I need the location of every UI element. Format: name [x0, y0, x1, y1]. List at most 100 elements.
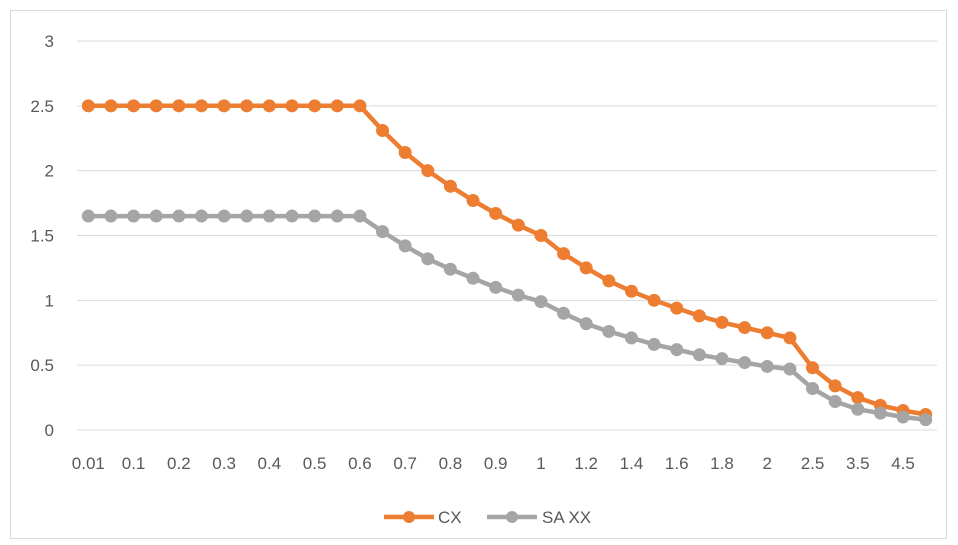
data-point — [240, 99, 254, 113]
x-tick-label: 2.5 — [801, 454, 825, 473]
y-tick-label: 3 — [45, 32, 54, 51]
data-point — [376, 123, 390, 137]
y-tick-label: 2 — [45, 162, 54, 181]
legend-marker-1 — [403, 511, 415, 523]
data-point — [104, 209, 118, 223]
x-tick-label: 0.01 — [72, 454, 105, 473]
legend-label-1: CX — [438, 508, 462, 527]
x-tick-label: 0.9 — [484, 454, 508, 473]
data-point — [330, 209, 344, 223]
data-point — [783, 331, 797, 345]
x-tick-label: 3.5 — [846, 454, 870, 473]
y-tick-label: 1 — [45, 291, 54, 310]
x-tick-label: 0.2 — [167, 454, 191, 473]
data-point — [240, 209, 254, 223]
data-point — [127, 209, 141, 223]
data-point — [579, 317, 593, 331]
y-tick-label: 0.5 — [30, 356, 54, 375]
x-tick-label: 1.8 — [710, 454, 734, 473]
x-tick-label: 0.5 — [303, 454, 327, 473]
data-point — [172, 209, 186, 223]
data-point — [828, 379, 842, 393]
data-point — [421, 252, 435, 266]
x-tick-label: 0.8 — [439, 454, 463, 473]
data-point — [81, 99, 95, 113]
data-point — [81, 209, 95, 223]
data-point — [557, 306, 571, 320]
data-point — [738, 356, 752, 370]
data-point — [511, 288, 525, 302]
data-point — [443, 262, 457, 276]
series-line-2 — [88, 213, 926, 422]
y-tick-label: 0 — [45, 421, 54, 440]
data-point — [624, 284, 638, 298]
data-point — [285, 209, 299, 223]
data-point — [670, 343, 684, 357]
data-point — [624, 331, 638, 345]
data-point — [149, 209, 163, 223]
x-tick-label: 0.7 — [393, 454, 417, 473]
data-point — [466, 193, 480, 207]
data-point — [308, 99, 322, 113]
y-tick-label: 2.5 — [30, 97, 54, 116]
data-point — [602, 274, 616, 288]
data-point — [828, 394, 842, 408]
data-point — [760, 326, 774, 340]
data-point — [851, 391, 865, 405]
data-point — [896, 410, 910, 424]
data-point — [398, 146, 412, 160]
data-point — [534, 229, 548, 242]
data-point — [602, 324, 616, 338]
x-tick-label: 0.1 — [122, 454, 146, 473]
data-point — [353, 99, 367, 113]
data-point — [511, 218, 525, 232]
data-point — [376, 225, 390, 239]
data-point — [715, 315, 729, 329]
x-tick-label: 0.6 — [348, 454, 372, 473]
data-point — [398, 239, 412, 253]
series-line-1 — [88, 103, 927, 417]
chart-area — [10, 10, 947, 539]
legend-marker-2 — [506, 511, 518, 523]
data-point — [647, 293, 661, 307]
data-point — [217, 99, 231, 113]
data-point — [353, 209, 367, 223]
x-tick-label: 1 — [536, 454, 545, 473]
data-point — [806, 382, 820, 396]
data-point — [217, 209, 231, 223]
y-tick-label: 1.5 — [30, 227, 54, 246]
data-point — [692, 348, 706, 362]
data-point — [692, 309, 706, 323]
data-point — [104, 99, 118, 113]
data-point — [760, 359, 774, 373]
data-point — [172, 99, 186, 113]
data-point — [466, 271, 480, 285]
data-point — [149, 99, 163, 113]
data-point — [806, 361, 820, 375]
data-point — [919, 413, 933, 427]
x-tick-label: 0.4 — [258, 454, 282, 473]
data-point — [308, 209, 322, 223]
data-point — [851, 402, 865, 416]
data-point — [194, 209, 208, 223]
data-point — [738, 321, 752, 335]
x-tick-label: 4.5 — [891, 454, 915, 473]
data-point — [534, 295, 548, 309]
data-point — [670, 301, 684, 315]
data-point — [489, 206, 503, 220]
data-point — [285, 99, 299, 113]
x-tick-label: 1.4 — [620, 454, 644, 473]
data-point — [783, 362, 797, 376]
legend-label-2: SA XX — [542, 508, 591, 527]
x-tick-label: 1.6 — [665, 454, 689, 473]
data-point — [489, 280, 503, 294]
data-point — [262, 99, 276, 113]
data-point — [579, 261, 593, 275]
x-tick-label: 1.2 — [574, 454, 598, 473]
data-point — [194, 99, 208, 113]
data-point — [421, 164, 435, 178]
x-tick-label: 0.3 — [212, 454, 236, 473]
data-point — [330, 99, 344, 113]
x-tick-label: 2 — [763, 454, 772, 473]
